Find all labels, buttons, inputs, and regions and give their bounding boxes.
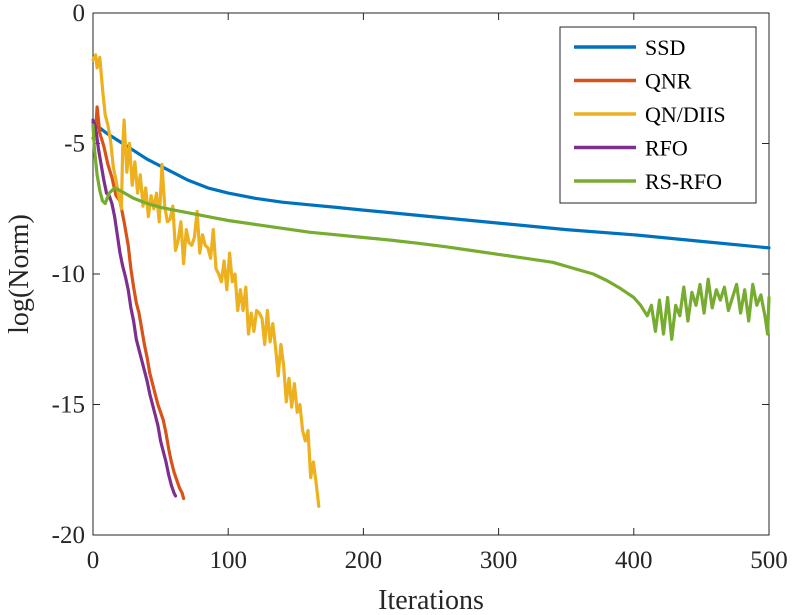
series-line-ssd: [91, 121, 771, 250]
x-tick-label: 0: [87, 547, 100, 574]
legend-label-qn-diis: QN/DIIS: [645, 102, 726, 127]
legend-label-qnr: QNR: [645, 69, 692, 94]
legend-label-rs-rfo: RS-RFO: [645, 169, 722, 194]
series-line-rs-rfo: [91, 123, 771, 341]
series-layer: [91, 53, 771, 508]
y-tick-label: -15: [52, 392, 85, 419]
y-tick-label: 0: [73, 0, 86, 27]
legend-label-rfo: RFO: [645, 136, 688, 161]
y-tick-label: -5: [64, 131, 85, 158]
legend: SSD QNR QN/DIIS RFO RS-RFO: [559, 26, 757, 204]
series-line-qnr: [91, 105, 186, 501]
legend-label-ssd: SSD: [645, 35, 685, 60]
series-line-rfo: [91, 118, 178, 498]
axes: 0 100 200 300 400 500 0 -5 -10 -15 -20: [52, 0, 788, 574]
x-tick-label: 300: [480, 547, 518, 574]
y-tick-label: -10: [52, 261, 85, 288]
y-tick-label: -20: [52, 522, 85, 549]
x-tick-label: 400: [615, 547, 653, 574]
x-tick-label: 200: [345, 547, 383, 574]
y-axis-label: log(Norm): [4, 214, 35, 334]
x-axis-label: Iterations: [378, 585, 484, 615]
x-tick-label: 100: [209, 547, 247, 574]
series-line-qn-diis: [91, 53, 321, 508]
x-tick-label: 500: [750, 547, 788, 574]
